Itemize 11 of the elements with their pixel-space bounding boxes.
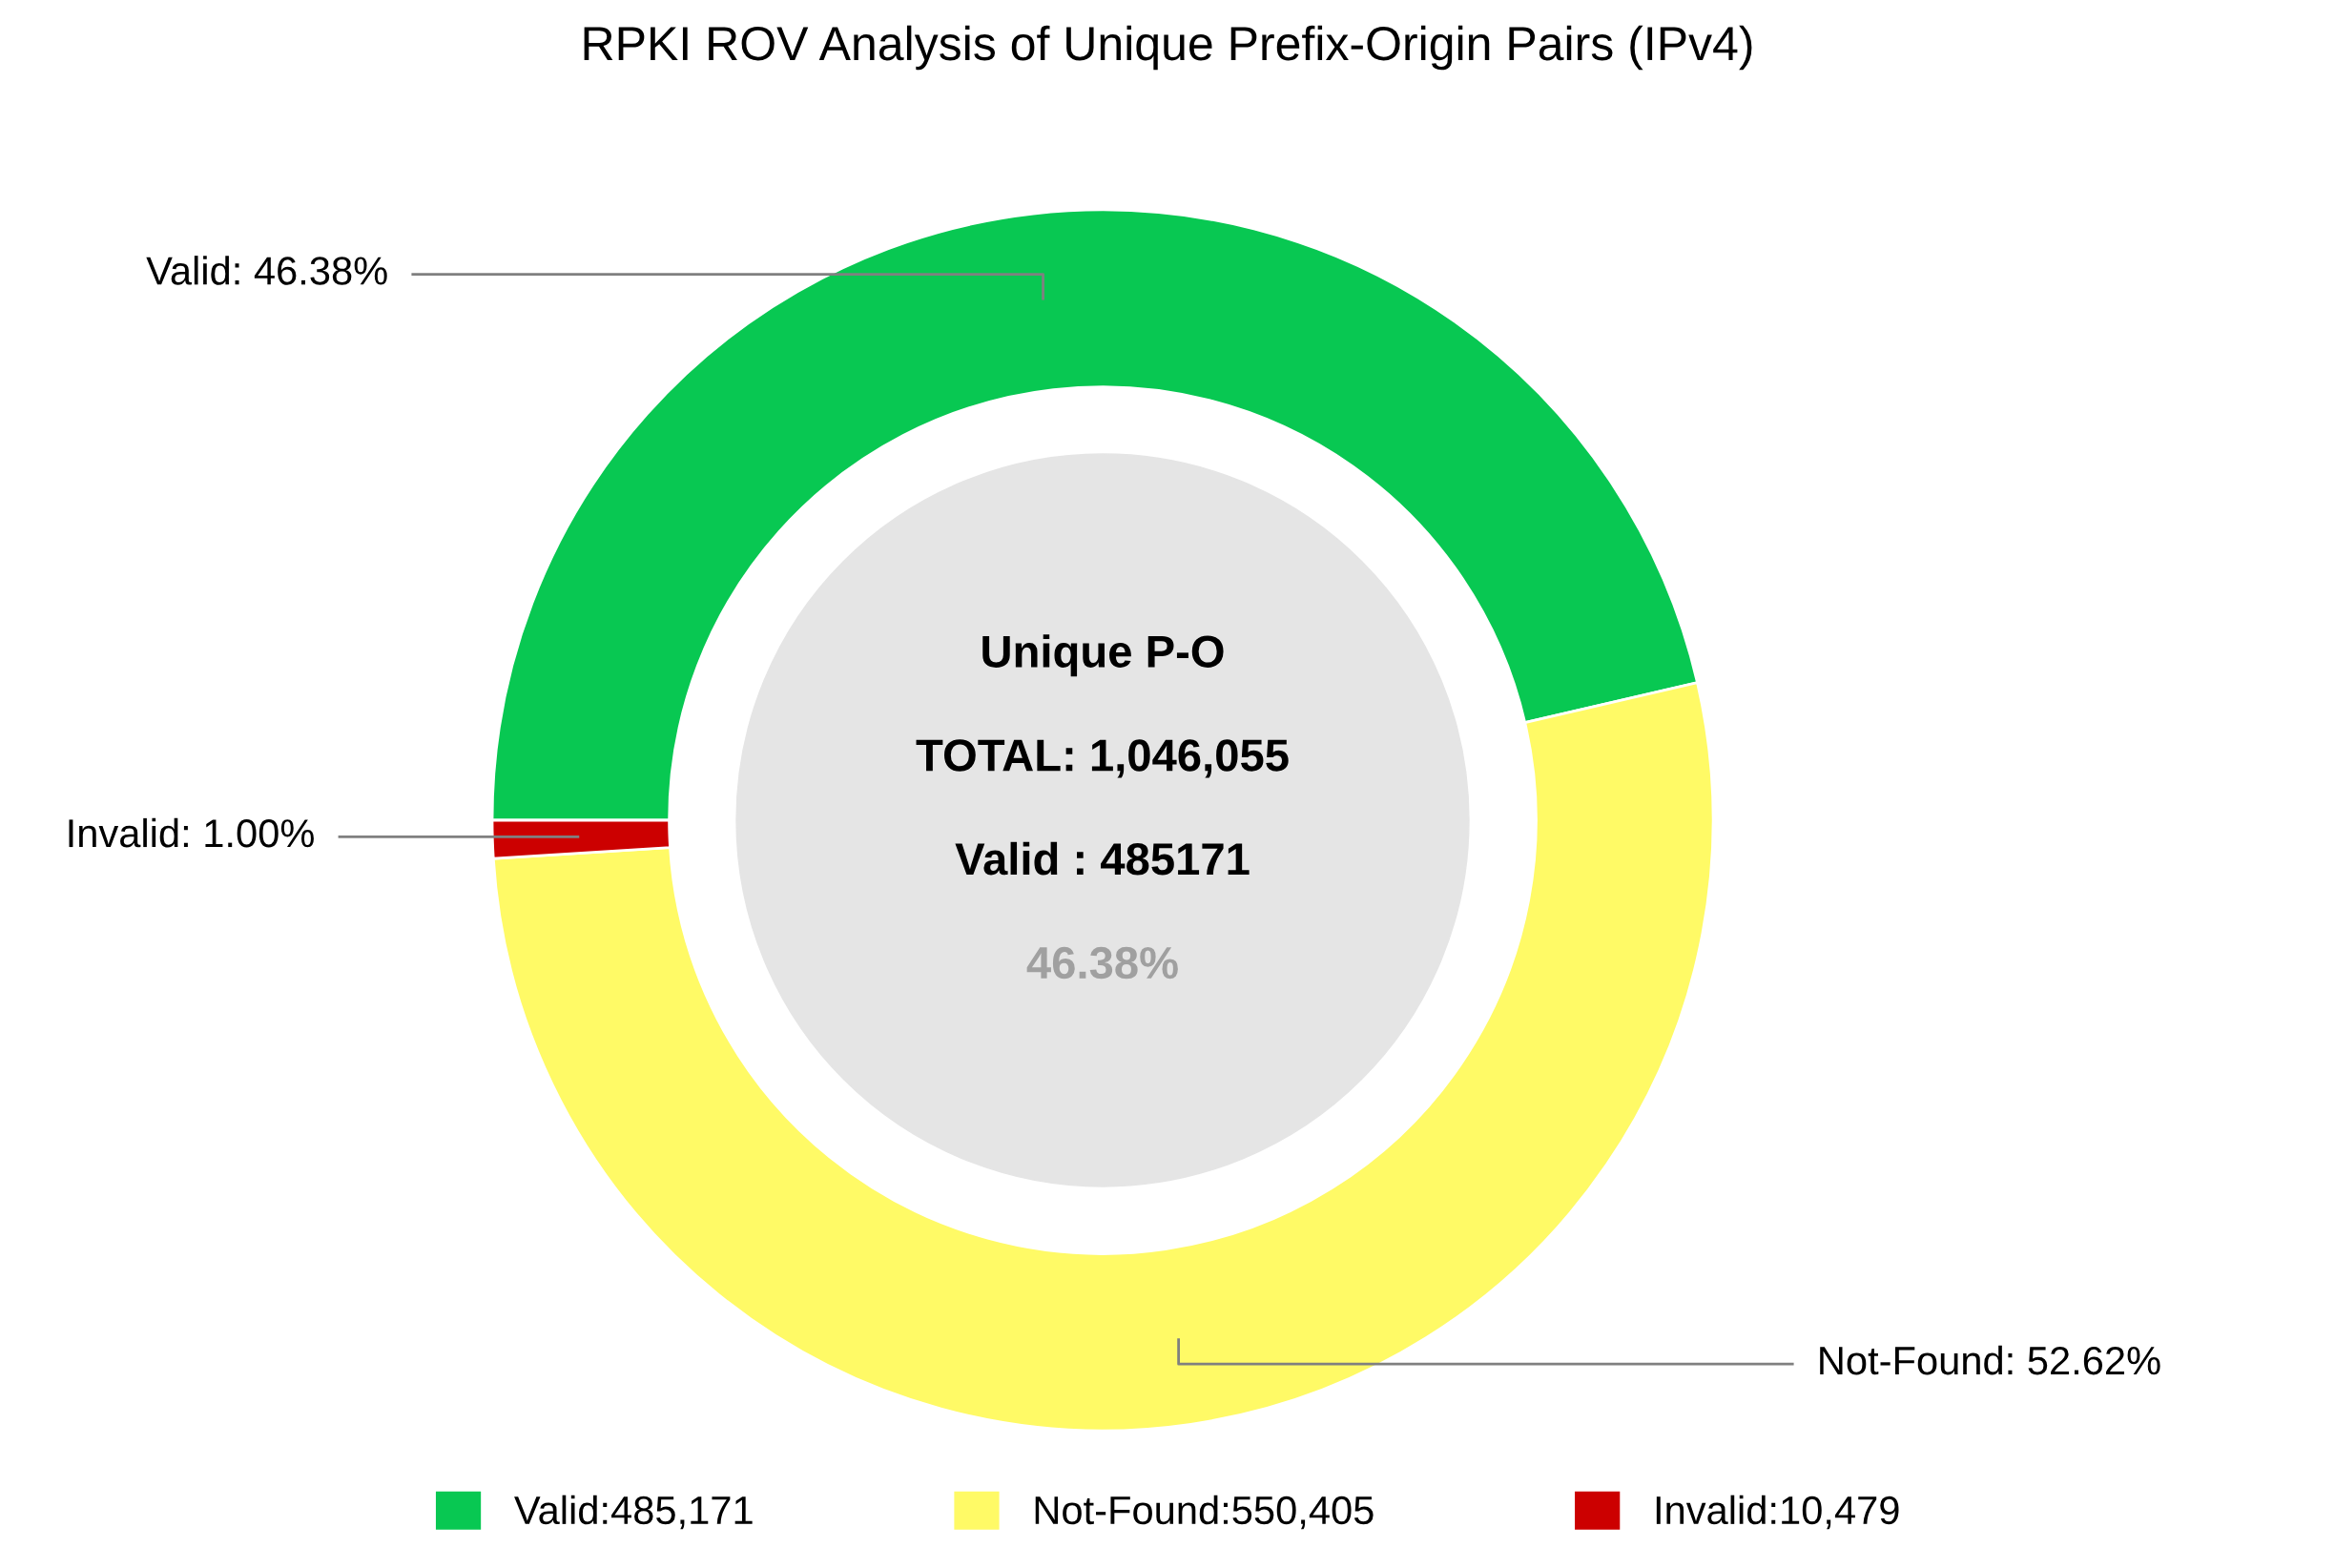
text: Unique P-O: [982, 634, 1224, 677]
data-label: Not-Found: 52.62%: [1820, 1345, 2160, 1375]
legend-label: Valid:485,171: [514, 1495, 753, 1530]
text: TOTAL: 1,046,055: [916, 739, 1289, 778]
text: Valid : 485171: [955, 841, 1250, 876]
data-label: Invalid: 1.00%: [69, 817, 314, 848]
data-label: Valid: 46.38%: [146, 256, 387, 285]
text: 46.38%: [1026, 946, 1178, 980]
chart-title: RPKI ROV Analysis of Unique Prefix-Origin Pairs (IPv4): [584, 25, 1752, 71]
legend-label: Invalid:10,479: [1656, 1495, 1899, 1530]
legend-label: Not-Found:550,405: [1035, 1495, 1374, 1530]
